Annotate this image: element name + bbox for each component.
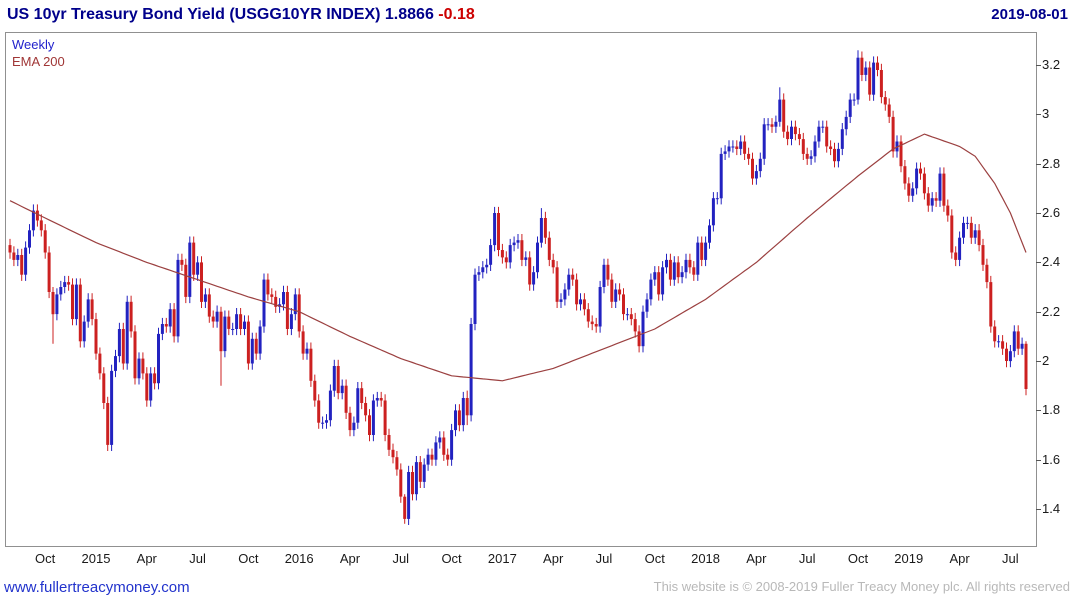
- y-axis-tick: [1036, 509, 1041, 510]
- copyright-text: This website is © 2008-2019 Fuller Treac…: [653, 579, 1070, 594]
- x-axis-label: Apr: [339, 551, 361, 566]
- y-axis-tick: [1036, 262, 1041, 264]
- chart-title: US 10yr Treasury Bond Yield (USGG10YR IN…: [7, 6, 475, 24]
- chart-plot-area: Weekly EMA 200: [5, 32, 1037, 547]
- y-axis-tick: [1036, 114, 1041, 116]
- y-axis-tick: [1036, 311, 1041, 313]
- candlestick-chart: [8, 50, 1028, 525]
- x-axis-label: Oct: [238, 551, 259, 566]
- x-axis-label: Apr: [543, 551, 564, 566]
- y-axis-label: 2.6: [1042, 205, 1061, 221]
- y-axis-tick: [1036, 410, 1041, 412]
- site-link[interactable]: www.fullertreacymoney.com: [4, 579, 190, 596]
- y-axis-label: 2.8: [1042, 155, 1061, 171]
- x-axis-label: Jul: [1002, 551, 1019, 566]
- x-axis-label: Jul: [189, 551, 206, 566]
- y-axis-label: 1.6: [1042, 451, 1061, 467]
- x-axis-label: 2019: [894, 551, 924, 566]
- x-axis-label: 2016: [284, 551, 314, 566]
- x-axis-label: 2018: [691, 551, 721, 566]
- x-axis-label: 2015: [81, 551, 111, 566]
- chart-legend: Weekly EMA 200: [12, 36, 65, 70]
- y-axis-label: 1.8: [1042, 402, 1061, 418]
- x-axis-label: Oct: [441, 551, 462, 566]
- y-axis-tick: [1036, 361, 1041, 363]
- change-value: -0.18: [438, 6, 475, 23]
- y-axis-label: 2.4: [1042, 254, 1061, 270]
- y-axis-label: 2: [1042, 353, 1050, 369]
- y-axis-label: 1.4: [1042, 501, 1061, 516]
- y-axis-tick: [1036, 65, 1041, 67]
- instrument-name: US 10yr Treasury Bond Yield (USGG10YR IN…: [7, 6, 381, 23]
- x-axis-label: Oct: [847, 551, 869, 566]
- y-axis-tick: [1036, 213, 1041, 215]
- y-axis-label: 3: [1042, 106, 1050, 122]
- y-axis-tick: [1036, 163, 1041, 165]
- y-axis-tick: [1036, 459, 1041, 461]
- x-axis-label: Oct: [35, 551, 56, 566]
- timeframe-label: Weekly: [12, 37, 55, 52]
- x-axis-label: Jul: [798, 551, 816, 566]
- x-axis-label: Apr: [746, 551, 767, 566]
- ema-overlay-label: EMA 200: [12, 54, 65, 69]
- x-axis-label: Apr: [136, 551, 157, 566]
- y-axis-label: 3.2: [1042, 57, 1061, 73]
- x-axis-label: Jul: [392, 551, 410, 566]
- x-axis-label: Oct: [644, 551, 665, 566]
- chart-date: 2019-08-01: [991, 6, 1068, 23]
- x-axis-label: Jul: [595, 551, 613, 566]
- x-axis-label: 2017: [487, 551, 517, 566]
- last-value: 1.8866: [384, 6, 434, 23]
- y-axis-label: 2.2: [1042, 303, 1061, 319]
- x-axis-label: Apr: [949, 551, 970, 566]
